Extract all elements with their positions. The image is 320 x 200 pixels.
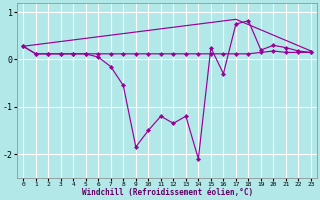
X-axis label: Windchill (Refroidissement éolien,°C): Windchill (Refroidissement éolien,°C)	[82, 188, 253, 197]
